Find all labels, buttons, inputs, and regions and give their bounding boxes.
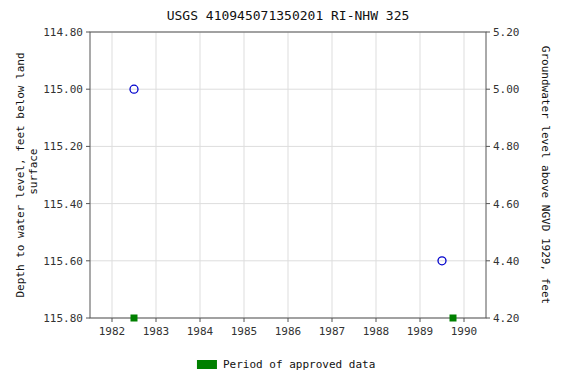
x-grid-line <box>420 32 421 318</box>
y-grid-line <box>90 146 486 147</box>
x-tick-label: 1982 <box>99 325 126 338</box>
y-tick-label: 115.40 <box>43 198 83 211</box>
x-grid-line <box>200 32 201 318</box>
x-grid-line <box>112 32 113 318</box>
y2-tick-label: 5.20 <box>493 26 520 39</box>
legend-swatch <box>197 360 217 369</box>
y2-tick-label: 4.40 <box>493 255 520 268</box>
x-grid-line <box>376 32 377 318</box>
square-marker <box>450 315 456 321</box>
y-axis-label: Depth to water level, feet below land su… <box>14 52 40 297</box>
y-axis: 114.80 115.00 115.20 115.40 115.60 115.80 <box>43 26 90 325</box>
y-tick-label: 115.00 <box>43 83 83 96</box>
y2-axis-label: Groundwater level above NGVD 1929, feet <box>539 46 552 304</box>
plot-frame <box>90 32 486 318</box>
x-tick <box>112 318 113 322</box>
x-axis: 1982 1983 1984 1985 1986 1987 1988 1989 1990 <box>99 318 478 338</box>
x-tick <box>156 318 157 322</box>
grid <box>90 32 486 318</box>
y-grid-line <box>90 203 486 204</box>
square-marker <box>131 315 137 321</box>
x-tick <box>464 318 465 322</box>
legend: Period of approved data <box>197 358 375 371</box>
x-tick-label: 1983 <box>143 325 170 338</box>
x-tick <box>420 318 421 322</box>
legend-label: Period of approved data <box>223 358 375 371</box>
y2-axis: 4.20 4.40 4.60 4.80 5.00 5.20 <box>486 26 520 325</box>
y-tick <box>86 260 90 261</box>
x-tick <box>376 318 377 322</box>
y2-tick-label: 5.00 <box>493 83 520 96</box>
y-grid-line <box>90 260 486 261</box>
x-tick <box>332 318 333 322</box>
x-tick <box>288 318 289 322</box>
y-tick <box>86 32 90 33</box>
chart: 1982 1983 1984 1985 1986 1987 1988 1989 1990 114.… <box>0 0 576 384</box>
y2-tick-label: 4.60 <box>493 198 520 211</box>
y2-tick <box>486 318 490 319</box>
x-tick <box>244 318 245 322</box>
y-grid-line <box>90 89 486 90</box>
circle-marker <box>438 257 446 265</box>
x-tick-label: 1984 <box>187 325 214 338</box>
title: USGS 410945071350201 RI-NHW 325 <box>167 8 410 23</box>
data <box>130 85 456 321</box>
x-tick-label: 1988 <box>363 325 390 338</box>
x-tick-label: 1987 <box>319 325 346 338</box>
y-tick-label: 115.60 <box>43 255 83 268</box>
y-tick <box>86 146 90 147</box>
y-tick <box>86 89 90 90</box>
y2-tick-label: 4.20 <box>493 312 520 325</box>
y2-tick-label: 4.80 <box>493 140 520 153</box>
x-grid-line <box>156 32 157 318</box>
x-grid-line <box>244 32 245 318</box>
x-tick <box>200 318 201 322</box>
y2-tick <box>486 203 490 204</box>
x-grid-line <box>288 32 289 318</box>
x-tick-label: 1989 <box>407 325 434 338</box>
y-axis-label-line: surface <box>27 149 40 202</box>
y-tick <box>86 203 90 204</box>
y-tick-label: 114.80 <box>43 26 83 39</box>
y2-tick <box>486 89 490 90</box>
y-tick-label: 115.80 <box>43 312 83 325</box>
y-tick <box>86 318 90 319</box>
x-tick-label: 1986 <box>275 325 302 338</box>
y2-tick <box>486 260 490 261</box>
plot-background <box>90 32 486 318</box>
x-grid-line <box>464 32 465 318</box>
y-axis-label-line: Depth to water level, feet below land <box>14 52 27 297</box>
circle-marker <box>130 85 138 93</box>
x-grid-line <box>332 32 333 318</box>
y2-tick <box>486 146 490 147</box>
x-tick-label: 1990 <box>451 325 478 338</box>
y-tick-label: 115.20 <box>43 140 83 153</box>
y2-tick <box>486 32 490 33</box>
x-tick-label: 1985 <box>231 325 258 338</box>
